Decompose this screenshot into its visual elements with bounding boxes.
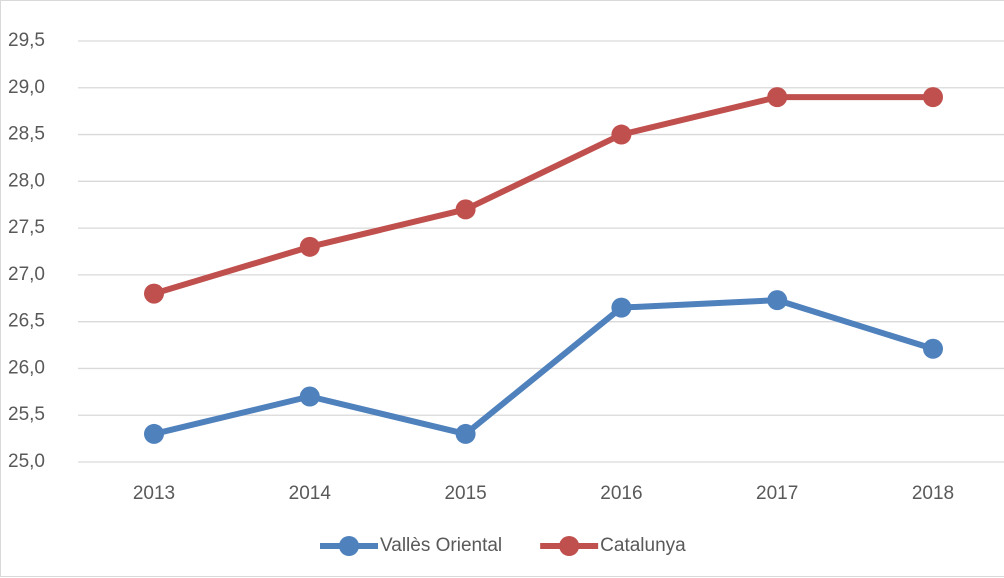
y-tick-label: 25,0 xyxy=(8,451,45,472)
series-line xyxy=(151,297,936,437)
legend-marker xyxy=(339,536,359,556)
y-tick-label: 26,5 xyxy=(8,311,45,332)
series-marker xyxy=(923,338,943,359)
x-tick-label: 2015 xyxy=(444,483,486,504)
series-marker xyxy=(611,297,632,318)
y-tick-label: 29,0 xyxy=(8,77,45,98)
x-tick-label: 2013 xyxy=(133,483,175,504)
series-marker xyxy=(455,199,476,220)
series-marker xyxy=(144,283,164,304)
y-tick-label: 26,0 xyxy=(8,357,45,378)
series-marker xyxy=(767,290,788,311)
x-tick-label: 2018 xyxy=(912,483,954,504)
series-marker xyxy=(923,87,943,108)
y-tick-label: 25,5 xyxy=(8,404,45,425)
series-line xyxy=(151,94,936,297)
x-tick-label: 2014 xyxy=(289,483,332,504)
x-tick-label: 2016 xyxy=(600,483,642,504)
legend-label: Vallès Oriental xyxy=(380,535,502,556)
series-marker xyxy=(144,423,164,444)
legend-marker xyxy=(559,536,580,556)
series-marker xyxy=(767,87,788,108)
series-marker xyxy=(299,386,320,407)
legend-label: Catalunya xyxy=(600,535,686,556)
x-tick-label: 2017 xyxy=(756,483,798,504)
series-marker xyxy=(455,423,476,444)
y-tick-label: 27,0 xyxy=(8,264,45,285)
y-tick-label: 27,5 xyxy=(8,217,45,238)
y-tick-label: 28,0 xyxy=(8,170,45,191)
series-marker xyxy=(611,124,632,145)
y-tick-label: 28,5 xyxy=(8,124,45,145)
series-marker xyxy=(299,236,320,257)
y-tick-label: 29,5 xyxy=(8,30,45,51)
